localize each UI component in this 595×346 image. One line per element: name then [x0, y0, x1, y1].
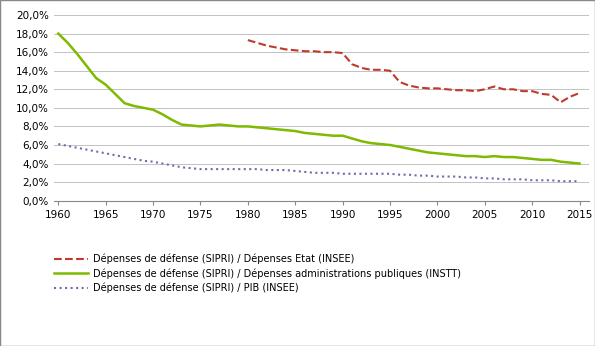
Dépenses de défense (SIPRI) / Dépenses administrations publiques (INSTT): [576, 162, 583, 166]
Dépenses de défense (SIPRI) / Dépenses administrations publiques (INSTT): [55, 31, 62, 36]
Dépenses de défense (SIPRI) / Dépenses Etat (INSEE): [453, 88, 460, 92]
Dépenses de défense (SIPRI) / PIB (INSEE): [453, 174, 460, 179]
Dépenses de défense (SIPRI) / Dépenses Etat (INSEE): [263, 44, 270, 48]
Dépenses de défense (SIPRI) / Dépenses Etat (INSEE): [358, 66, 365, 70]
Dépenses de défense (SIPRI) / PIB (INSEE): [349, 172, 356, 176]
Dépenses de défense (SIPRI) / Dépenses Etat (INSEE): [528, 89, 536, 93]
Dépenses de défense (SIPRI) / Dépenses Etat (INSEE): [320, 50, 327, 54]
Dépenses de défense (SIPRI) / Dépenses administrations publiques (INSTT): [245, 124, 252, 128]
Dépenses de défense (SIPRI) / PIB (INSEE): [576, 179, 583, 183]
Dépenses de défense (SIPRI) / PIB (INSEE): [557, 179, 564, 183]
Dépenses de défense (SIPRI) / Dépenses Etat (INSEE): [538, 92, 545, 96]
Dépenses de défense (SIPRI) / Dépenses Etat (INSEE): [368, 68, 375, 72]
Dépenses de défense (SIPRI) / Dépenses Etat (INSEE): [510, 87, 517, 91]
Dépenses de défense (SIPRI) / Dépenses Etat (INSEE): [253, 41, 261, 45]
Dépenses de défense (SIPRI) / PIB (INSEE): [396, 173, 403, 177]
Dépenses de défense (SIPRI) / Dépenses administrations publiques (INSTT): [453, 153, 460, 157]
Dépenses de défense (SIPRI) / Dépenses Etat (INSEE): [349, 62, 356, 66]
Dépenses de défense (SIPRI) / Dépenses administrations publiques (INSTT): [349, 136, 356, 140]
Dépenses de défense (SIPRI) / Dépenses Etat (INSEE): [273, 45, 280, 49]
Dépenses de défense (SIPRI) / Dépenses Etat (INSEE): [386, 69, 393, 73]
Dépenses de défense (SIPRI) / Dépenses Etat (INSEE): [292, 48, 299, 52]
Dépenses de défense (SIPRI) / Dépenses Etat (INSEE): [396, 80, 403, 84]
Dépenses de défense (SIPRI) / Dépenses administrations publiques (INSTT): [396, 145, 403, 149]
Dépenses de défense (SIPRI) / Dépenses Etat (INSEE): [282, 47, 289, 52]
Dépenses de défense (SIPRI) / Dépenses Etat (INSEE): [377, 68, 384, 72]
Line: Dépenses de défense (SIPRI) / Dépenses administrations publiques (INSTT): Dépenses de défense (SIPRI) / Dépenses a…: [58, 34, 580, 164]
Dépenses de défense (SIPRI) / PIB (INSEE): [245, 167, 252, 171]
Dépenses de défense (SIPRI) / Dépenses Etat (INSEE): [491, 84, 498, 89]
Dépenses de défense (SIPRI) / Dépenses Etat (INSEE): [566, 95, 574, 99]
Dépenses de défense (SIPRI) / Dépenses Etat (INSEE): [405, 83, 412, 88]
Dépenses de défense (SIPRI) / Dépenses Etat (INSEE): [245, 38, 252, 42]
Dépenses de défense (SIPRI) / Dépenses Etat (INSEE): [576, 91, 583, 95]
Dépenses de défense (SIPRI) / Dépenses Etat (INSEE): [462, 88, 469, 92]
Dépenses de défense (SIPRI) / PIB (INSEE): [55, 142, 62, 146]
Dépenses de défense (SIPRI) / Dépenses Etat (INSEE): [500, 87, 508, 91]
Dépenses de défense (SIPRI) / Dépenses Etat (INSEE): [519, 89, 526, 93]
Legend: Dépenses de défense (SIPRI) / Dépenses Etat (INSEE), Dépenses de défense (SIPRI): Dépenses de défense (SIPRI) / Dépenses E…: [54, 254, 461, 293]
Dépenses de défense (SIPRI) / PIB (INSEE): [64, 144, 71, 148]
Dépenses de défense (SIPRI) / Dépenses administrations publiques (INSTT): [64, 41, 71, 45]
Dépenses de défense (SIPRI) / Dépenses Etat (INSEE): [424, 86, 431, 90]
Dépenses de défense (SIPRI) / Dépenses administrations publiques (INSTT): [377, 142, 384, 146]
Dépenses de défense (SIPRI) / Dépenses Etat (INSEE): [481, 87, 488, 91]
Dépenses de défense (SIPRI) / Dépenses Etat (INSEE): [311, 49, 318, 53]
Dépenses de défense (SIPRI) / Dépenses Etat (INSEE): [472, 89, 479, 93]
Dépenses de défense (SIPRI) / Dépenses Etat (INSEE): [443, 87, 450, 91]
Dépenses de défense (SIPRI) / Dépenses Etat (INSEE): [339, 51, 346, 55]
Dépenses de défense (SIPRI) / Dépenses Etat (INSEE): [547, 93, 555, 97]
Dépenses de défense (SIPRI) / PIB (INSEE): [377, 172, 384, 176]
Line: Dépenses de défense (SIPRI) / PIB (INSEE): Dépenses de défense (SIPRI) / PIB (INSEE…: [58, 144, 580, 181]
Dépenses de défense (SIPRI) / Dépenses Etat (INSEE): [301, 49, 308, 53]
Dépenses de défense (SIPRI) / Dépenses Etat (INSEE): [557, 100, 564, 104]
Dépenses de défense (SIPRI) / Dépenses Etat (INSEE): [434, 86, 441, 90]
Dépenses de défense (SIPRI) / Dépenses Etat (INSEE): [415, 85, 422, 90]
Line: Dépenses de défense (SIPRI) / Dépenses Etat (INSEE): Dépenses de défense (SIPRI) / Dépenses E…: [248, 40, 580, 102]
Dépenses de défense (SIPRI) / Dépenses Etat (INSEE): [330, 50, 337, 54]
